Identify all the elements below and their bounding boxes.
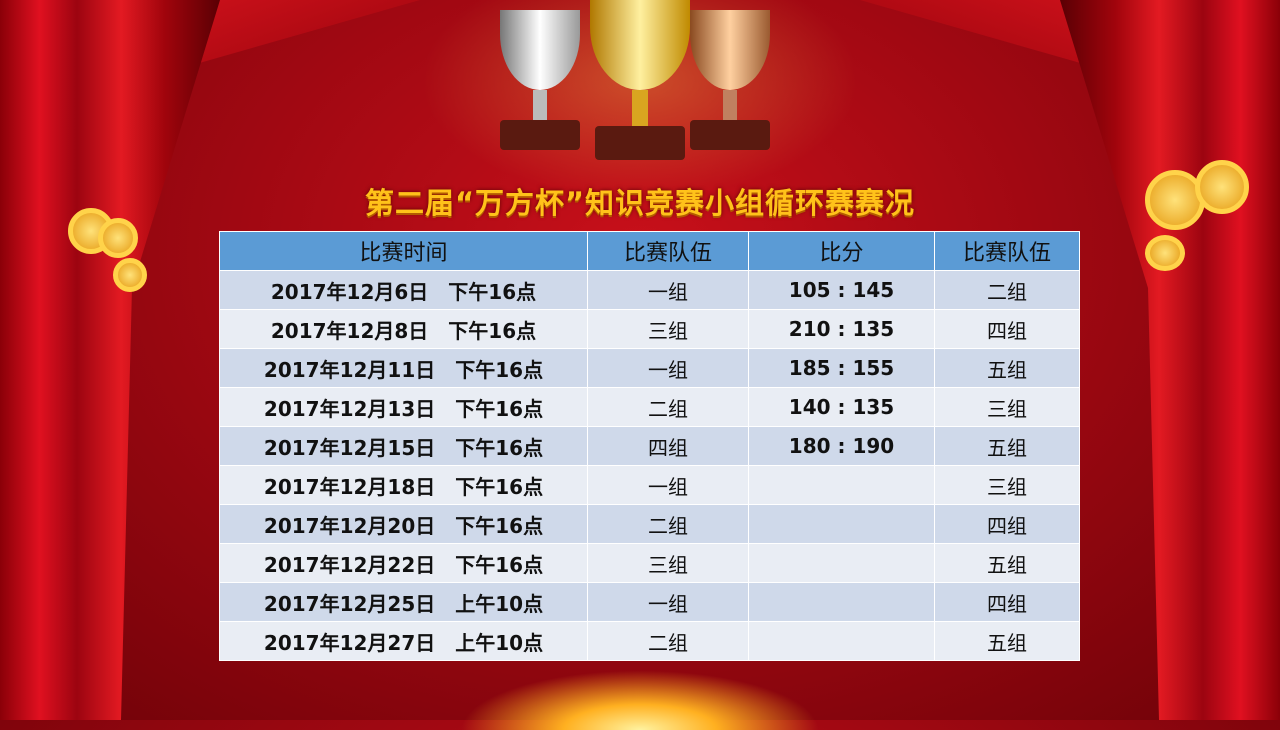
score-cell: 185 : 155 — [748, 348, 935, 388]
score-cell — [748, 543, 935, 583]
team-a-cell: 四组 — [587, 426, 749, 466]
team-a-cell: 三组 — [587, 309, 749, 349]
team-b-cell: 二组 — [934, 270, 1080, 310]
score-cell: 180 : 190 — [748, 426, 935, 466]
team-b-cell: 三组 — [934, 465, 1080, 505]
team-b-cell: 三组 — [934, 387, 1080, 427]
match-time-cell: 2017年12月11日 下午16点 — [219, 348, 588, 388]
curtain-left — [0, 0, 220, 720]
trophy-gold-icon — [570, 0, 690, 160]
match-time-cell: 2017年12月13日 下午16点 — [219, 387, 588, 427]
team-a-cell: 一组 — [587, 582, 749, 622]
table-row: 2017年12月25日 上午10点 一组 四组 — [219, 582, 1080, 622]
score-cell — [748, 504, 935, 544]
trophy-bronze-icon — [680, 10, 770, 150]
match-time-cell: 2017年12月25日 上午10点 — [219, 582, 588, 622]
match-time-cell: 2017年12月22日 下午16点 — [219, 543, 588, 583]
table-header-row: 比赛时间 比赛队伍 比分 比赛队伍 — [219, 231, 1080, 271]
team-b-cell: 四组 — [934, 582, 1080, 622]
team-a-cell: 二组 — [587, 621, 749, 661]
match-time-cell: 2017年12月6日 下午16点 — [219, 270, 588, 310]
team-a-cell: 一组 — [587, 270, 749, 310]
score-cell: 210 : 135 — [748, 309, 935, 349]
team-b-cell: 四组 — [934, 504, 1080, 544]
match-time-cell: 2017年12月20日 下午16点 — [219, 504, 588, 544]
team-a-cell: 二组 — [587, 504, 749, 544]
match-time-cell: 2017年12月27日 上午10点 — [219, 621, 588, 661]
team-b-cell: 五组 — [934, 543, 1080, 583]
score-cell — [748, 582, 935, 622]
table-row: 2017年12月8日 下午16点 三组 210 : 135 四组 — [219, 309, 1080, 349]
match-time-cell: 2017年12月8日 下午16点 — [219, 309, 588, 349]
fireworks-decoration — [460, 670, 820, 730]
trophy-silver-icon — [480, 10, 580, 150]
table-row: 2017年12月15日 下午16点 四组 180 : 190 五组 — [219, 426, 1080, 466]
table-row: 2017年12月27日 上午10点 二组 五组 — [219, 621, 1080, 661]
table-row: 2017年12月11日 下午16点 一组 185 : 155 五组 — [219, 348, 1080, 388]
team-b-cell: 五组 — [934, 426, 1080, 466]
column-header: 比分 — [748, 231, 935, 271]
team-b-cell: 五组 — [934, 621, 1080, 661]
score-cell — [748, 465, 935, 505]
table-row: 2017年12月13日 下午16点 二组 140 : 135 三组 — [219, 387, 1080, 427]
match-time-cell: 2017年12月15日 下午16点 — [219, 426, 588, 466]
match-time-cell: 2017年12月18日 下午16点 — [219, 465, 588, 505]
team-a-cell: 三组 — [587, 543, 749, 583]
match-schedule-table: 比赛时间 比赛队伍 比分 比赛队伍 2017年12月6日 下午16点 一组 105 : 1… — [219, 231, 1080, 661]
column-header: 比赛时间 — [219, 231, 588, 271]
team-a-cell: 一组 — [587, 465, 749, 505]
column-header: 比赛队伍 — [934, 231, 1080, 271]
score-cell: 140 : 135 — [748, 387, 935, 427]
team-a-cell: 二组 — [587, 387, 749, 427]
table-row: 2017年12月22日 下午16点 三组 五组 — [219, 543, 1080, 583]
page-title: 第二届“万方杯”知识竞赛小组循环赛赛况 — [364, 186, 916, 220]
team-b-cell: 五组 — [934, 348, 1080, 388]
team-a-cell: 一组 — [587, 348, 749, 388]
score-cell — [748, 621, 935, 661]
table-row: 2017年12月6日 下午16点 一组 105 : 145 二组 — [219, 270, 1080, 310]
team-b-cell: 四组 — [934, 309, 1080, 349]
table-row: 2017年12月20日 下午16点 二组 四组 — [219, 504, 1080, 544]
column-header: 比赛队伍 — [587, 231, 749, 271]
curtain-right — [1060, 0, 1280, 720]
score-cell: 105 : 145 — [748, 270, 935, 310]
table-row: 2017年12月18日 下午16点 一组 三组 — [219, 465, 1080, 505]
